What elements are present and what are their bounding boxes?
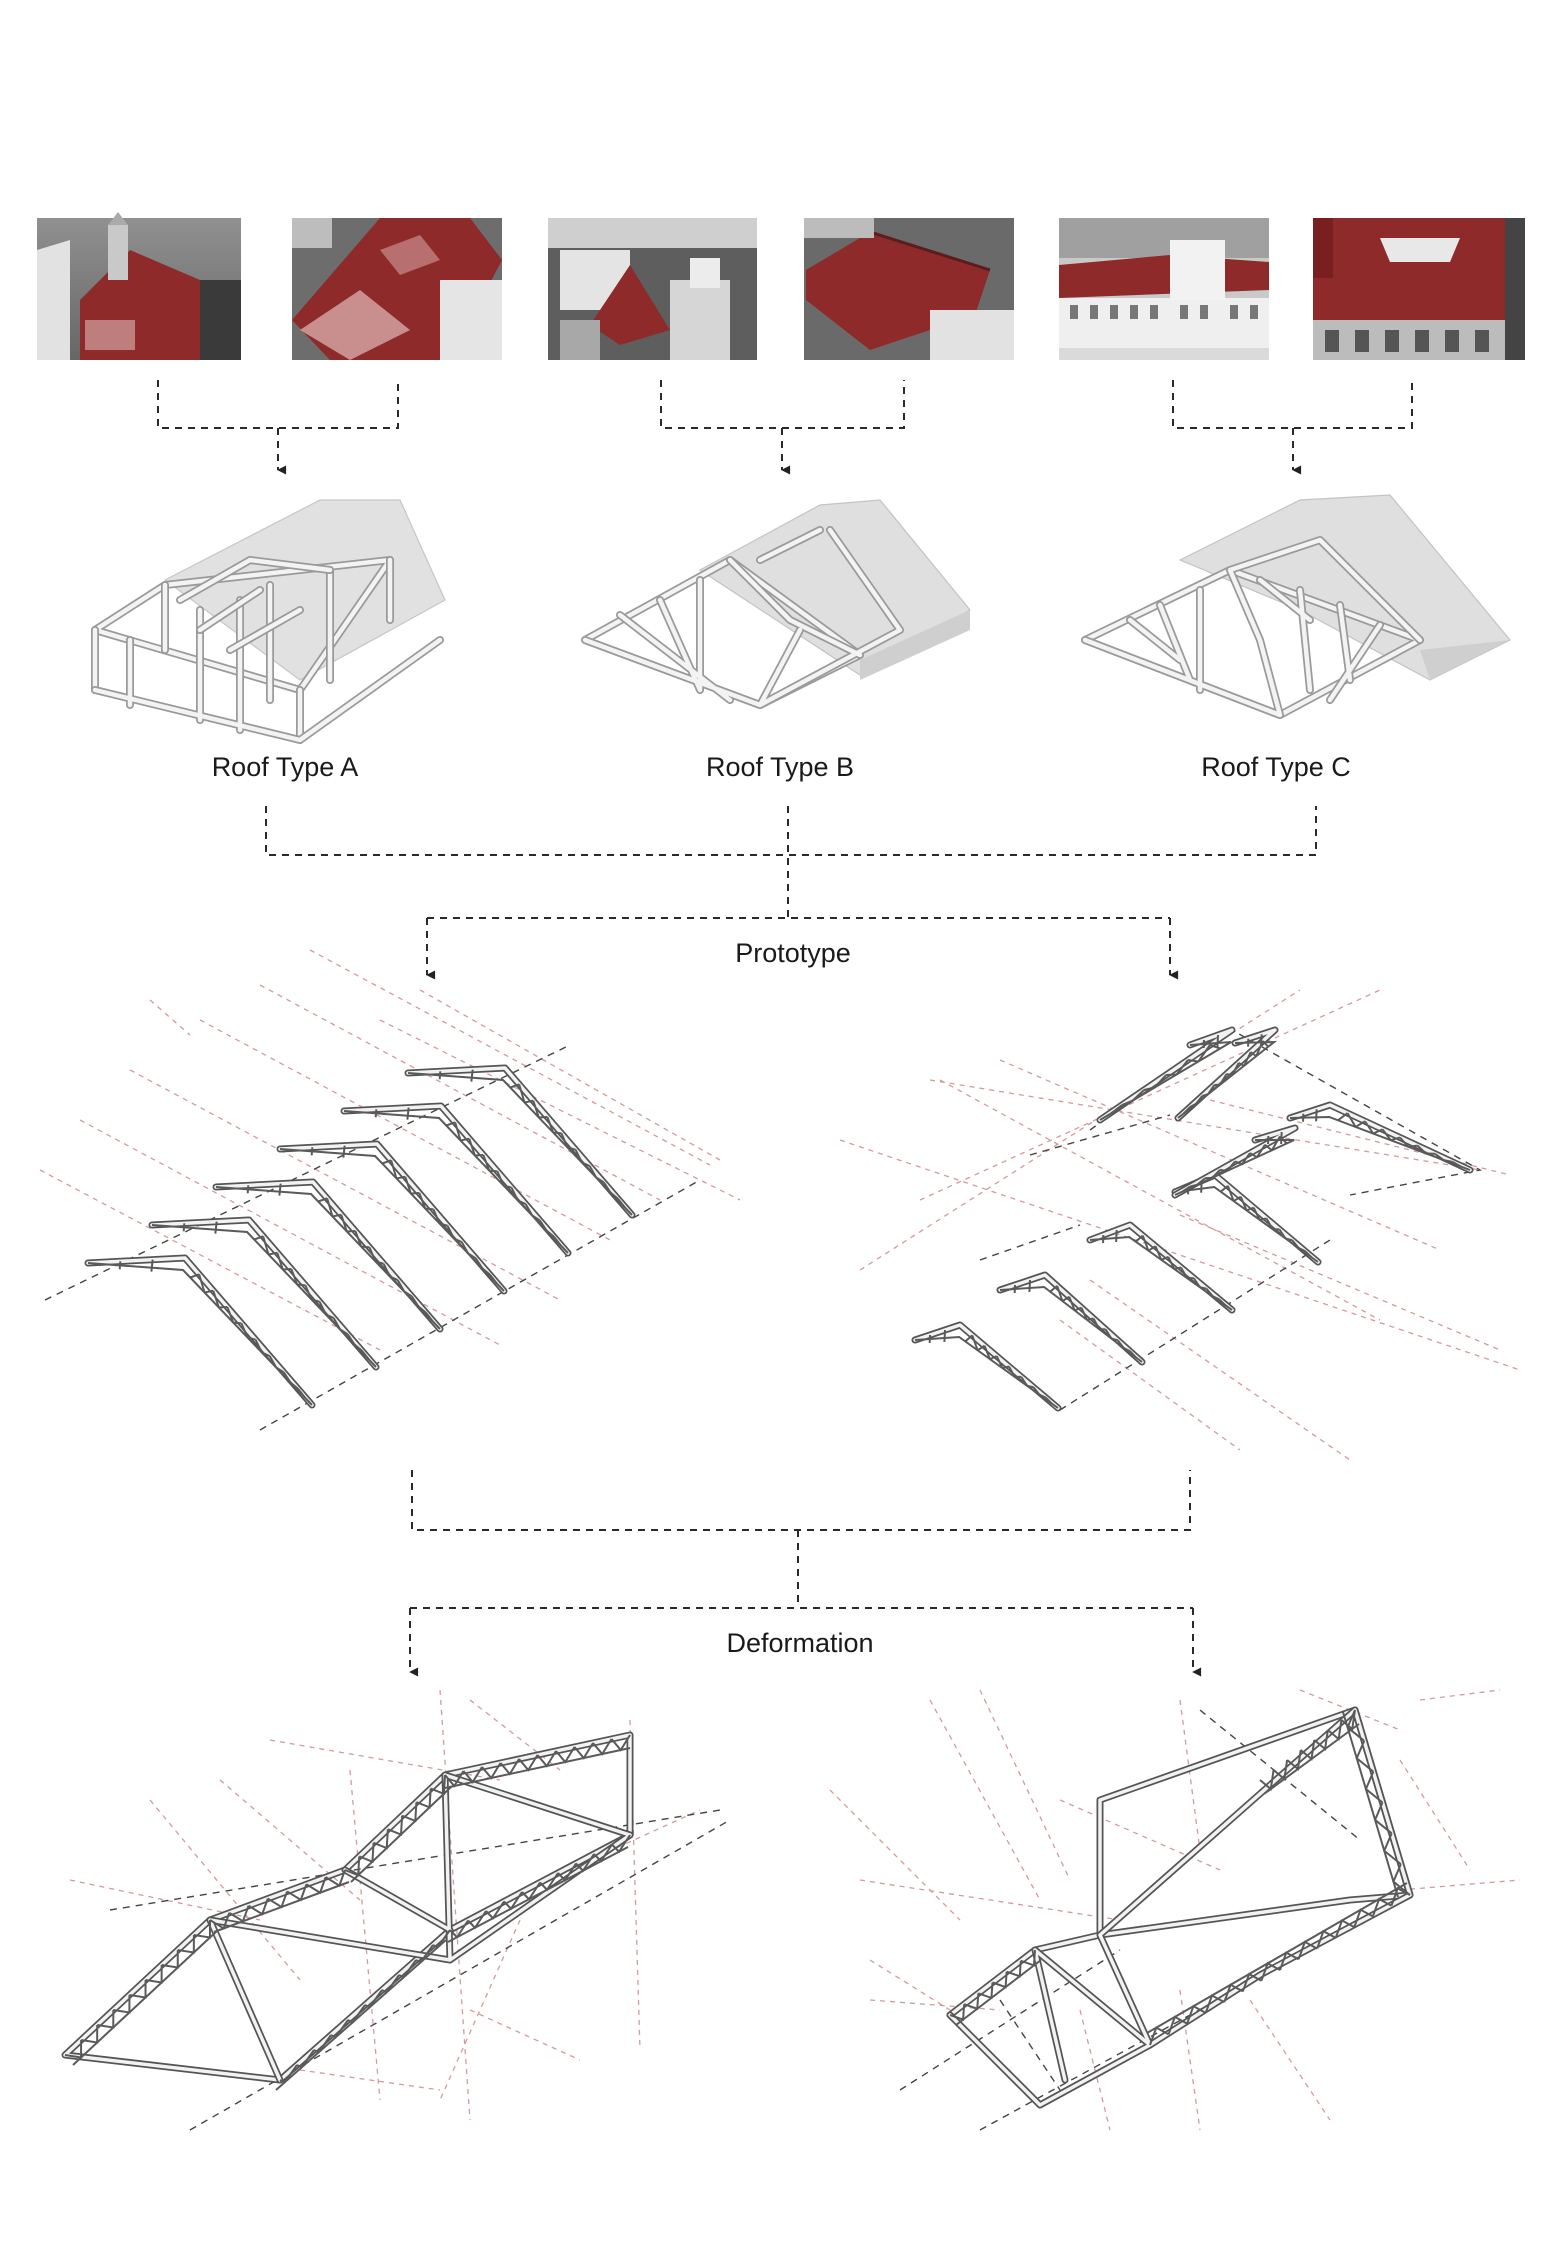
roof-type-b-model bbox=[581, 499, 971, 709]
roof-connectors bbox=[265, 806, 1317, 980]
deformation-label: Deformation bbox=[726, 1628, 873, 1658]
def-a-web-2 bbox=[209, 1869, 350, 1933]
photo-a2 bbox=[292, 218, 502, 360]
prototype-b-truss-6 bbox=[1171, 1124, 1299, 1199]
def-a-web-1 bbox=[64, 1919, 219, 2066]
roof-type-a-model bbox=[91, 499, 446, 744]
def-b-web-2 bbox=[1146, 1882, 1411, 2046]
prototype-b-truss-2 bbox=[996, 1271, 1146, 1366]
prototype-b-truss-7 bbox=[1286, 1101, 1474, 1174]
prototype-b-truss-1 bbox=[911, 1321, 1062, 1412]
deformation-b-webs bbox=[949, 1709, 1411, 2046]
prototype-a-trusses bbox=[84, 1064, 636, 1409]
deformation-b-drawing bbox=[829, 1689, 1521, 2131]
photo-row bbox=[37, 212, 1525, 360]
photo-b2 bbox=[804, 218, 1014, 360]
prototype-a-truss-1 bbox=[84, 1254, 316, 1409]
deformation-a-frame bbox=[61, 1731, 634, 2091]
prototype-b-truss-3 bbox=[1086, 1221, 1236, 1314]
prototype-a-truss-2 bbox=[148, 1216, 380, 1371]
def-a-web-4 bbox=[444, 1734, 631, 1789]
prototype-connectors bbox=[409, 1470, 1202, 1677]
roof-type-c-label: Roof Type C bbox=[1201, 752, 1351, 782]
photo-c1 bbox=[1059, 218, 1269, 360]
prototype-b-drawing bbox=[839, 989, 1521, 1461]
prototype-a-drawing bbox=[39, 949, 741, 1431]
def-b-web-3 bbox=[949, 1949, 1042, 2026]
prototype-a-truss-6 bbox=[404, 1064, 636, 1219]
def-b-web-1 bbox=[1259, 1709, 1360, 1795]
photo-a1 bbox=[37, 212, 241, 360]
deformation-a-drawing bbox=[61, 1689, 731, 2131]
photo-c2 bbox=[1313, 218, 1525, 360]
def-a-web-3 bbox=[344, 1774, 452, 1883]
deformation-a-webs bbox=[64, 1734, 631, 2091]
prototype-b-truss-5 bbox=[1174, 1026, 1279, 1122]
def-a-web-6 bbox=[275, 1929, 451, 2091]
prototype-b-trusses bbox=[911, 1026, 1474, 1412]
def-a-web-5 bbox=[447, 1834, 631, 1943]
roof-type-b-label: Roof Type B bbox=[706, 752, 854, 782]
deformation-b-frame bbox=[946, 1706, 1414, 2109]
photo-b1 bbox=[548, 218, 757, 360]
prototype-b-truss-8 bbox=[1096, 1026, 1236, 1124]
prototype-a-truss-5 bbox=[340, 1102, 572, 1257]
photo-connectors bbox=[157, 380, 1413, 475]
prototype-label: Prototype bbox=[735, 938, 851, 968]
roof-type-a-label: Roof Type A bbox=[212, 752, 359, 782]
roof-type-c-model bbox=[1081, 494, 1511, 719]
prototype-a-truss-4 bbox=[276, 1140, 508, 1295]
def-b-web-4 bbox=[1342, 1709, 1411, 1898]
prototype-a-truss-3 bbox=[212, 1178, 444, 1333]
